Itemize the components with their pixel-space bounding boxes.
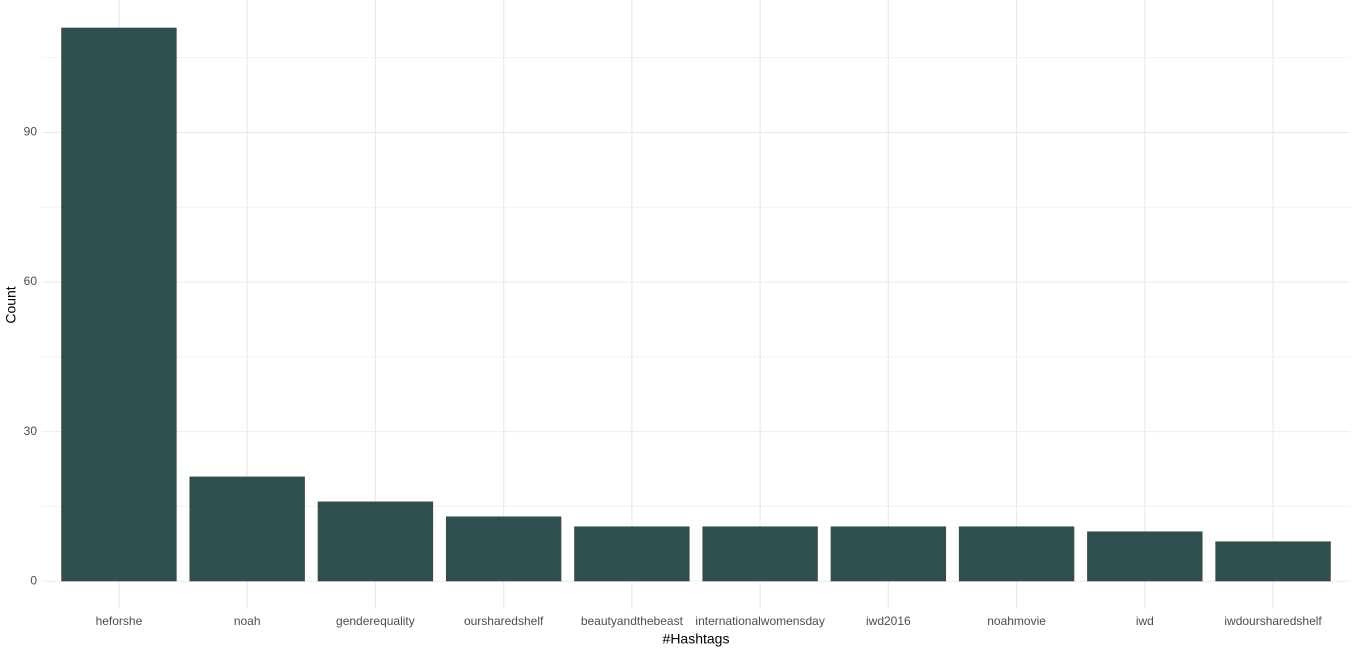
x-tick-label: beautyandthebeast (581, 614, 684, 628)
x-tick-label: noahmovie (987, 614, 1046, 628)
x-tick-label: genderequality (336, 614, 415, 628)
bar (445, 516, 562, 582)
bar (702, 526, 818, 582)
bar (574, 526, 690, 582)
y-tick-label: 90 (24, 125, 38, 139)
y-tick-label: 0 (30, 573, 37, 587)
y-tick-label: 60 (24, 274, 38, 288)
x-tick-label: heforshe (96, 614, 143, 628)
x-tick-label: internationalwomensday (695, 614, 824, 628)
bar (958, 526, 1075, 582)
bar (61, 27, 177, 582)
x-tick-label: iwd (1136, 614, 1154, 628)
bar (189, 476, 305, 582)
bar (830, 526, 947, 582)
x-axis-title: #Hashtags (663, 631, 730, 647)
x-tick-label: iwdoursharedshelf (1224, 614, 1322, 628)
y-axis-title: Count (3, 286, 19, 323)
x-tick-label: oursharedshelf (464, 614, 544, 628)
x-tick-label: iwd2016 (866, 614, 911, 628)
x-tick-label: noah (234, 614, 261, 628)
bar (1215, 541, 1331, 582)
bar (1087, 531, 1203, 582)
y-tick-label: 30 (24, 424, 38, 438)
bar (317, 501, 434, 582)
